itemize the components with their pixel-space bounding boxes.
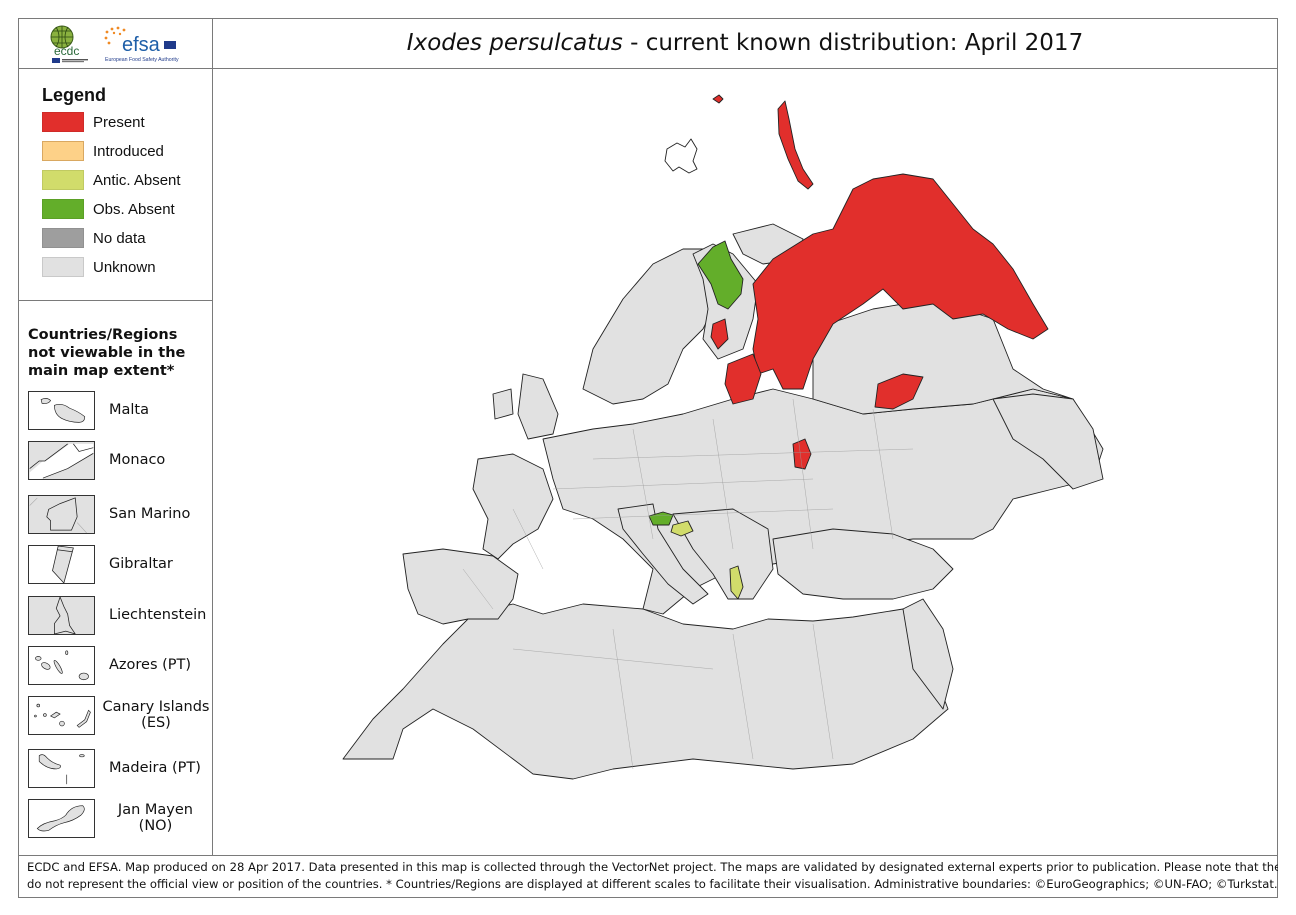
legend-item-unknown: Unknown (42, 256, 156, 278)
legend-item-present: Present (42, 111, 145, 133)
inset-label: Malta (109, 402, 149, 418)
inset-azores: Azores (PT) (28, 645, 191, 685)
svg-text:ecdc: ecdc (54, 44, 79, 58)
inset-label: Liechtenstein (109, 607, 207, 623)
swatch-unknown (42, 257, 84, 277)
inset-malta: Malta (28, 390, 149, 430)
malta-inset-icon (28, 390, 95, 430)
inset-label: Monaco (109, 452, 166, 468)
legend-item-antic-absent: Antic. Absent (42, 169, 181, 191)
footer-line-2: do not represent the official view or po… (27, 877, 1278, 891)
legend: Legend Present Introduced Antic. Absent … (18, 68, 212, 301)
swatch-introduced (42, 141, 84, 161)
inset-label: San Marino (109, 506, 191, 522)
inset-madeira: Madeira (PT) (28, 748, 201, 788)
map-canvas[interactable] (213, 69, 1277, 855)
legend-item-no-data: No data (42, 227, 146, 249)
inset-monaco: Monaco (28, 440, 165, 480)
canary-islands-inset-icon (28, 695, 95, 735)
azores-inset-icon (28, 645, 95, 685)
inset-label: Azores (PT) (109, 657, 192, 673)
inset-gibraltar: Gibraltar (28, 544, 173, 584)
svg-text:efsa: efsa (122, 34, 161, 56)
inset-label: Jan Mayen (NO) (117, 802, 193, 834)
legend-label: Antic. Absent (93, 171, 181, 189)
title-species: Ixodes persulcatus (406, 30, 623, 56)
inset-san-marino: San Marino (28, 494, 190, 534)
map-frame (18, 18, 1278, 898)
inset-label: Madeira (PT) (109, 760, 201, 776)
san-marino-inset-icon (28, 494, 95, 534)
swatch-present (42, 112, 84, 132)
legend-label: Unknown (93, 258, 156, 276)
inset-label: Canary Islands (ES) (102, 699, 210, 731)
page-title: Ixodes persulcatus - current known distr… (212, 18, 1278, 69)
inset-canary-islands: Canary Islands (ES) (28, 695, 211, 735)
insets-title: Countries/Regions not viewable in the ma… (28, 327, 186, 379)
svg-text:European Food Safety Authority: European Food Safety Authority (105, 57, 179, 63)
legend-title: Legend (42, 85, 107, 105)
legend-label: Obs. Absent (93, 200, 175, 218)
sidebar: Legend Present Introduced Antic. Absent … (18, 68, 213, 856)
swatch-no-data (42, 228, 84, 248)
monaco-inset-icon (28, 440, 95, 480)
legend-item-introduced: Introduced (42, 140, 164, 162)
swatch-obs-absent (42, 199, 84, 219)
legend-item-obs-absent: Obs. Absent (42, 198, 175, 220)
jan-mayen-inset-icon (28, 798, 95, 838)
liechtenstein-inset-icon (28, 595, 95, 635)
inset-liechtenstein: Liechtenstein (28, 595, 206, 635)
footer-credits: ECDC and EFSA. Map produced on 28 Apr 20… (18, 855, 1278, 898)
title-rest: - current known distribution: April 2017 (622, 30, 1084, 56)
legend-label: No data (93, 229, 146, 247)
logo-area: ecdc efsa European Food Safety Authority (18, 18, 213, 69)
inset-label: Gibraltar (109, 556, 173, 572)
legend-label: Present (93, 113, 145, 131)
europe-map (342, 94, 1104, 780)
madeira-inset-icon (28, 748, 95, 788)
legend-label: Introduced (93, 142, 164, 160)
footer-line-1: ECDC and EFSA. Map produced on 28 Apr 20… (27, 860, 1278, 874)
efsa-logo-icon: efsa European Food Safety Authority (104, 26, 179, 63)
ecdc-logo-icon: ecdc (50, 25, 88, 63)
gibraltar-inset-icon (28, 544, 95, 584)
swatch-antic-absent (42, 170, 84, 190)
inset-jan-mayen: Jan Mayen (NO) (28, 798, 212, 838)
